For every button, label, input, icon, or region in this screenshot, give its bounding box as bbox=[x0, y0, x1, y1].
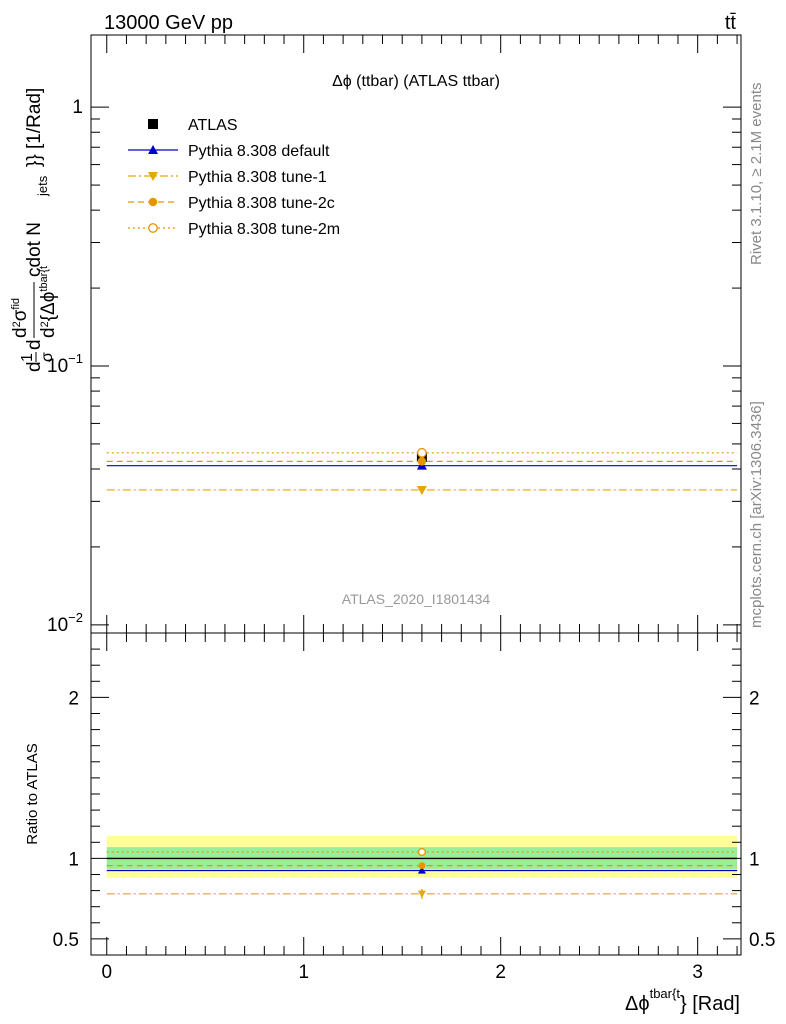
data-point bbox=[417, 447, 427, 458]
series-3 bbox=[106, 457, 738, 466]
ratio-series-4 bbox=[106, 847, 738, 857]
ratio-y-tick-label-right: 1 bbox=[749, 849, 760, 870]
x-axis-label: Δϕtbar{t} [Rad] bbox=[625, 986, 740, 1015]
ratio-point bbox=[417, 847, 426, 857]
watermark: ATLAS_2020_I1801434 bbox=[342, 591, 491, 607]
main-y-tick-label: 10−1 bbox=[47, 351, 83, 377]
legend-marker bbox=[148, 197, 158, 207]
series-4 bbox=[106, 447, 738, 458]
legend-label: Pythia 8.308 tune-2c bbox=[188, 195, 335, 212]
legend: ATLAS Pythia 8.308 default Pythia 8.308 tu… bbox=[128, 117, 340, 238]
svg-text:d2σfid: d2σfid bbox=[10, 298, 31, 338]
legend-marker bbox=[148, 145, 158, 154]
ratio-y-tick-label: 1 bbox=[68, 849, 79, 870]
legend-entry: Pythia 8.308 tune-2m bbox=[128, 221, 340, 238]
legend-marker bbox=[148, 172, 158, 181]
main-plot-title: Δϕ (ttbar) (ATLAS ttbar) bbox=[332, 73, 500, 90]
series-2 bbox=[106, 485, 738, 495]
svg-text:cdot N: cdot N bbox=[24, 222, 45, 277]
ratio-axis-ticks: 0.5 0.5 1 1 2 2 0 1 2 3 bbox=[53, 633, 775, 983]
legend-entry: Pythia 8.308 tune-2c bbox=[128, 195, 335, 212]
svg-text:σ: σ bbox=[39, 352, 56, 362]
ratio-y-tick-label: 0.5 bbox=[53, 930, 79, 951]
ratio-point bbox=[418, 862, 426, 870]
main-series bbox=[106, 447, 738, 495]
ratio-frame bbox=[90, 632, 742, 956]
svg-text:1: 1 bbox=[19, 353, 36, 362]
svg-text:d2{Δϕtbar{t: d2{Δϕtbar{t bbox=[38, 266, 59, 338]
x-tick-label: 1 bbox=[298, 962, 309, 983]
energy-label: 13000 GeV pp bbox=[104, 12, 233, 34]
legend-label: ATLAS bbox=[188, 117, 238, 134]
x-tick-label: 0 bbox=[101, 962, 112, 983]
mcplots-label: mcplots.cern.ch [arXiv:1306.3436] bbox=[748, 401, 765, 628]
process-label: tt̄ bbox=[725, 12, 737, 34]
ratio-plot-panel: 0.5 0.5 1 1 2 2 0 1 2 3 bbox=[53, 632, 775, 983]
ratio-series-2 bbox=[106, 888, 738, 899]
ratio-point bbox=[417, 890, 426, 898]
x-tick-label: 3 bbox=[692, 962, 703, 983]
ratio-y-tick-label-right: 2 bbox=[749, 688, 760, 709]
svg-text:d: d bbox=[24, 361, 45, 372]
data-point bbox=[417, 457, 427, 466]
ratio-y-tick-label-right: 0.5 bbox=[749, 930, 775, 951]
legend-entry: Pythia 8.308 tune-1 bbox=[128, 169, 327, 186]
main-y-tick-label: 1 bbox=[72, 97, 83, 118]
legend-label: Pythia 8.308 tune-2m bbox=[188, 221, 340, 238]
ratio-series bbox=[106, 847, 738, 899]
main-y-tick-label: 10−2 bbox=[47, 610, 83, 636]
legend-marker bbox=[148, 119, 158, 129]
main-plot-panel: 1 10−1 10−2 Δϕ (ttbar) (ATLAS ttbar) ATLAS… bbox=[47, 34, 742, 636]
svg-text:d: d bbox=[24, 339, 45, 350]
legend-label: Pythia 8.308 default bbox=[188, 143, 330, 160]
legend-label: Pythia 8.308 tune-1 bbox=[188, 169, 327, 186]
main-axis-ticks: 1 10−1 10−2 bbox=[47, 35, 741, 636]
ratio-y-axis-label: Ratio to ATLAS bbox=[24, 743, 41, 844]
x-tick-label: 2 bbox=[495, 962, 506, 983]
main-y-axis-label: d 1 σ d d2σfid d2{Δϕtbar{t cdot N jets }… bbox=[10, 88, 59, 372]
rivet-label: Rivet 3.1.10, ≥ 2.1M events bbox=[748, 83, 765, 266]
svg-text:}} [1/Rad]: }} [1/Rad] bbox=[24, 88, 45, 167]
legend-entry: ATLAS bbox=[148, 117, 238, 134]
legend-entry: Pythia 8.308 default bbox=[128, 143, 330, 160]
svg-text:jets: jets bbox=[35, 175, 50, 197]
legend-marker bbox=[148, 223, 158, 233]
ratio-y-tick-label: 2 bbox=[68, 688, 79, 709]
data-point bbox=[416, 485, 427, 495]
ratio-series-3 bbox=[106, 862, 738, 870]
ratio-point bbox=[417, 866, 426, 874]
